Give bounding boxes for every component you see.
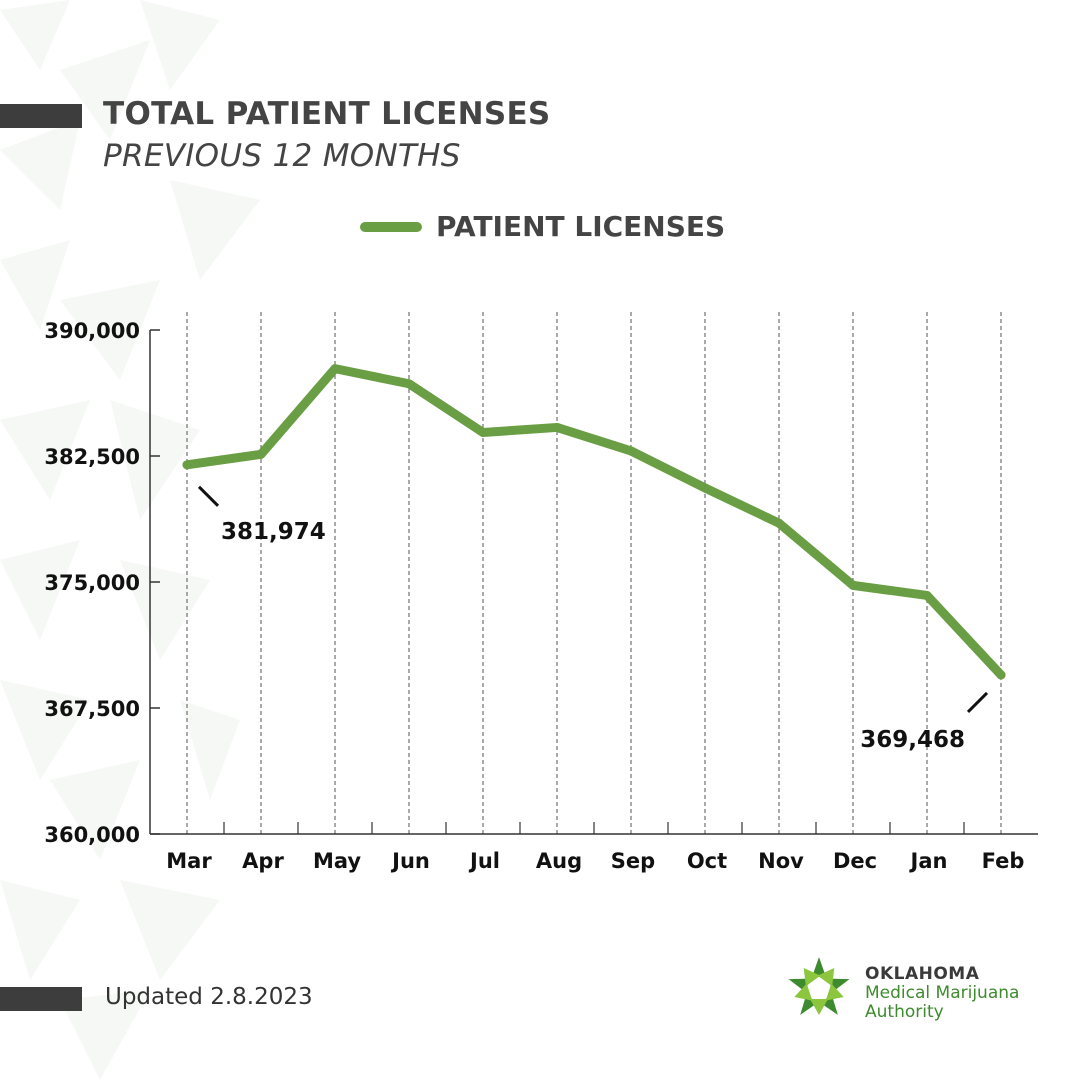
- data-point-oct: [700, 483, 710, 493]
- annotation-label-mar: 381,974: [221, 519, 326, 545]
- series-line-patient-licenses: [182, 364, 1006, 680]
- logo-line-oklahoma: OKLAHOMA: [865, 964, 980, 984]
- logo-line-medical-marijuana: Medical Marijuana: [865, 983, 1020, 1003]
- x-tick-label-dec: Dec: [833, 849, 877, 873]
- x-tick-label-jun: Jun: [390, 849, 430, 873]
- data-point-mar: [182, 460, 192, 470]
- data-point-apr: [256, 449, 266, 459]
- y-tick-label: 375,000: [44, 571, 140, 595]
- y-tick-label: 382,500: [44, 445, 140, 469]
- data-point-feb: [996, 670, 1006, 680]
- x-tick-label-oct: Oct: [687, 849, 727, 873]
- y-tick-label: 390,000: [44, 319, 140, 343]
- annotation-label-feb: 369,468: [860, 727, 965, 753]
- data-point-sep: [626, 446, 636, 456]
- legend-label: PATIENT LICENSES: [436, 210, 726, 243]
- x-tick-label-feb: Feb: [982, 849, 1025, 873]
- data-point-jun: [404, 379, 414, 389]
- y-tick-label: 367,500: [44, 697, 140, 721]
- logo-line-authority: Authority: [865, 1002, 944, 1022]
- y-tick-label: 360,000: [44, 823, 140, 847]
- omma-star-leaf-icon: [788, 957, 850, 1015]
- title-accent-bar: [0, 104, 82, 128]
- legend-swatch: [360, 221, 422, 232]
- x-tick-label-mar: Mar: [166, 849, 212, 873]
- annotation-leader-feb: [966, 691, 989, 713]
- x-tick-label-nov: Nov: [758, 849, 804, 873]
- x-tick-label-jan: Jan: [909, 849, 948, 873]
- data-point-jan: [922, 590, 932, 600]
- x-tick-label-jul: Jul: [468, 849, 500, 873]
- data-point-nov: [774, 518, 784, 528]
- data-point-may: [330, 364, 340, 374]
- footer-accent-bar: [0, 987, 82, 1011]
- data-point-dec: [848, 580, 858, 590]
- x-tick-label-sep: Sep: [611, 849, 655, 873]
- legend: PATIENT LICENSES: [360, 210, 725, 243]
- x-tick-label-aug: Aug: [536, 849, 582, 873]
- chart-subtitle: PREVIOUS 12 MONTHS: [103, 138, 461, 174]
- x-tick-label-may: May: [313, 849, 361, 873]
- data-point-jul: [478, 427, 488, 437]
- updated-date: Updated 2.8.2023: [105, 984, 313, 1010]
- annotation-leader-mar: [197, 485, 220, 507]
- omma-logo: OKLAHOMA Medical Marijuana Authority: [785, 955, 1055, 1027]
- x-tick-label-apr: Apr: [242, 849, 284, 873]
- chart-title: TOTAL PATIENT LICENSES: [103, 96, 551, 132]
- data-point-aug: [552, 422, 562, 432]
